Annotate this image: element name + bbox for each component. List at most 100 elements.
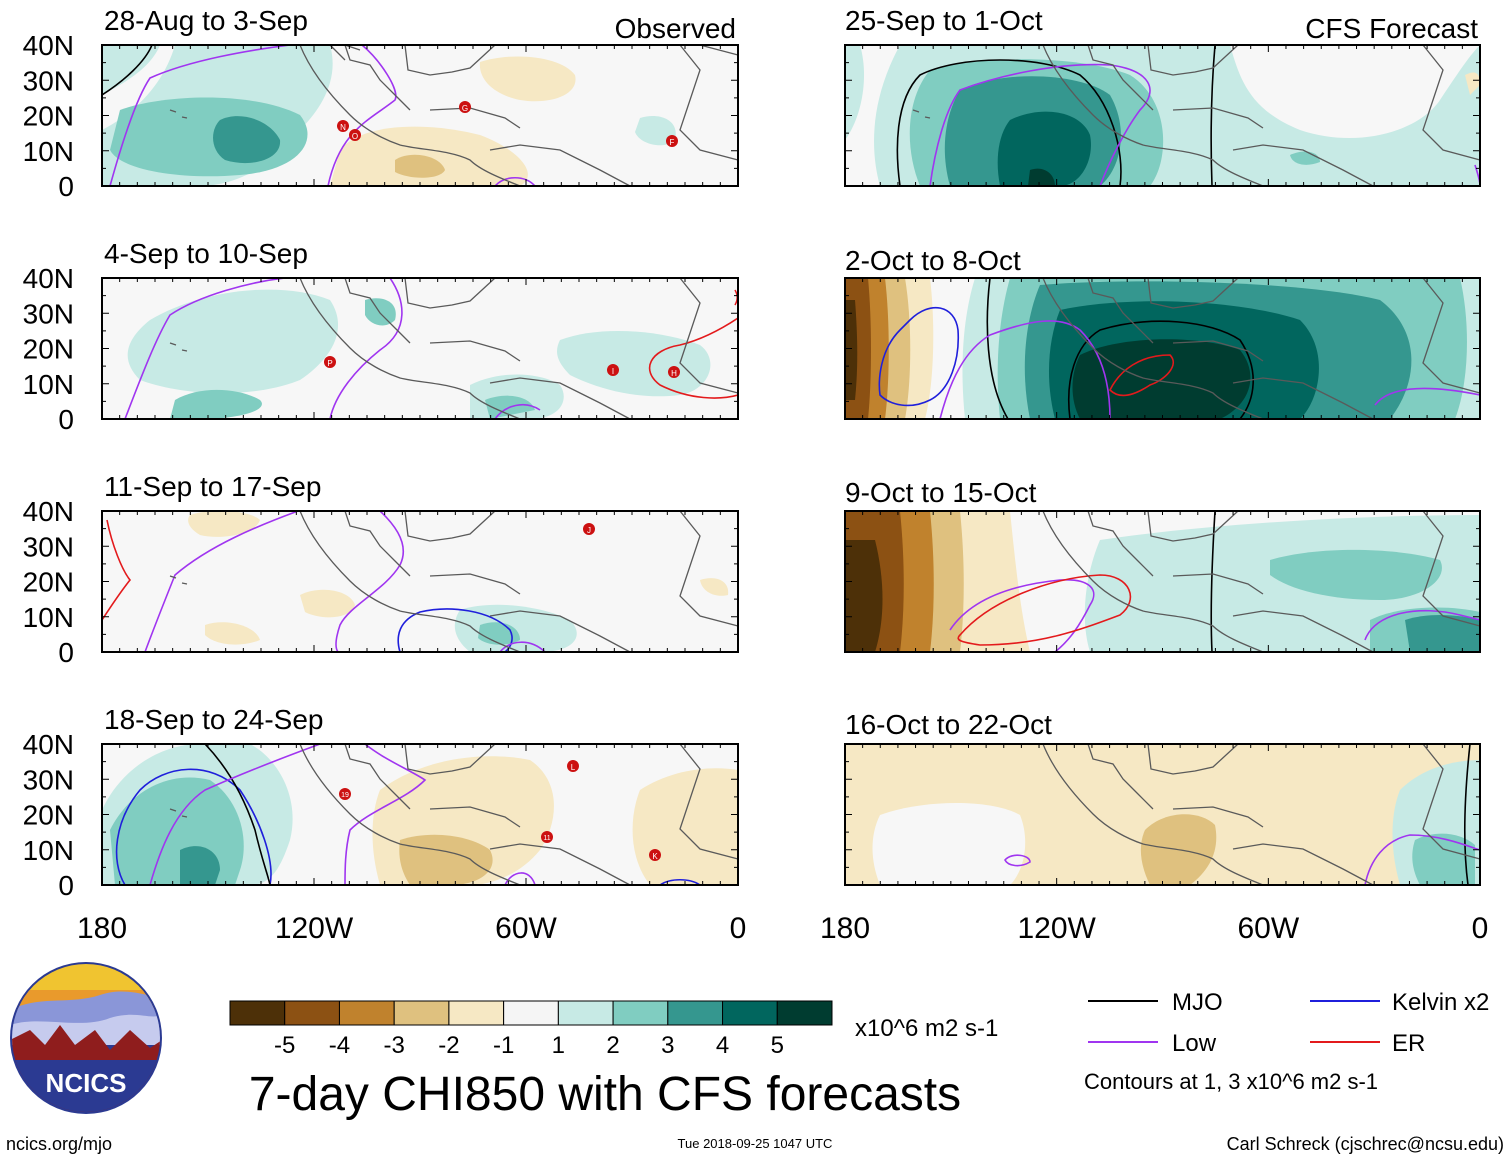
colorbar-label: -3 xyxy=(384,1032,405,1059)
legend-label-mjo: MJO xyxy=(1172,989,1223,1016)
lon-tick-label: 0 xyxy=(730,912,747,945)
tc-label: N xyxy=(340,123,346,132)
panel-observed-2: P I H xyxy=(101,277,739,420)
contours-forecast-4 xyxy=(1004,744,1480,885)
lat-tick-label: 20N xyxy=(23,567,74,598)
map-outline-observed-2 xyxy=(169,277,739,420)
contours-observed-3 xyxy=(102,511,546,652)
shading-forecast-4 xyxy=(872,744,1480,885)
contours-forecast-3 xyxy=(949,511,1480,652)
colorbar-swatch xyxy=(776,1000,833,1026)
colorbar-label: 4 xyxy=(716,1032,729,1059)
colorbar-swatch xyxy=(393,1000,450,1026)
lon-tick-label: 120W xyxy=(275,912,354,945)
colorbar-swatch xyxy=(284,1000,340,1026)
colorbar-label: 1 xyxy=(552,1032,565,1059)
footer-timestamp: Tue 2018-09-25 1047 UTC xyxy=(678,1136,833,1151)
map-outline-observed-4 xyxy=(169,743,739,886)
tc-label: I xyxy=(612,367,614,376)
colorbar-label: -2 xyxy=(438,1032,459,1059)
lat-tick-label: 30N xyxy=(23,298,74,329)
lat-tick-label: 0 xyxy=(58,637,74,668)
map-outline-forecast-1 xyxy=(912,44,1481,187)
lat-tick-label: 0 xyxy=(58,870,74,901)
colorbar-units: x10^6 m2 s-1 xyxy=(855,1015,998,1042)
colorbar-label: -1 xyxy=(493,1032,514,1059)
contours-observed-4 xyxy=(115,744,701,885)
lat-tick-label: 20N xyxy=(23,800,74,831)
tc-label: H xyxy=(671,369,677,378)
ncics-logo: NCICS xyxy=(10,962,162,1114)
legend-note: Contours at 1, 3 x10^6 m2 s-1 xyxy=(1084,1069,1378,1094)
shading-forecast-1 xyxy=(845,45,1480,186)
colorbar-label: 5 xyxy=(771,1032,784,1059)
colorbar-label: -5 xyxy=(274,1032,295,1059)
panel-observed-1: N O G F xyxy=(101,44,739,187)
lat-tick-label: 0 xyxy=(58,171,74,202)
contours-forecast-2 xyxy=(878,278,1480,419)
tc-label: J xyxy=(587,526,591,535)
tc-markers-observed-3: J xyxy=(583,523,595,535)
panel-title-observed-3: 11-Sep to 17-Sep xyxy=(104,471,321,502)
map-outline-forecast-4 xyxy=(1042,743,1481,886)
panel-title-observed-4: 18-Sep to 24-Sep xyxy=(104,704,324,735)
colorbar-label: -4 xyxy=(329,1032,350,1059)
lat-tick-label: 30N xyxy=(23,65,74,96)
legend-label-low: Low xyxy=(1172,1030,1217,1057)
lat-tick-label: 30N xyxy=(23,531,74,562)
lat-tick-label: 0 xyxy=(58,404,74,435)
main-title: 7-day CHI850 with CFS forecasts xyxy=(249,1068,961,1121)
contour-legend: MJO Kelvin x2 Low ER Contours at 1, 3 x1… xyxy=(1084,989,1489,1094)
panel-title-observed-1: 28-Aug to 3-Sep xyxy=(104,5,308,36)
contours-forecast-1 xyxy=(896,45,1480,186)
colorbar-swatch xyxy=(612,1000,669,1026)
tc-label: F xyxy=(670,138,675,147)
footer-credit: Carl Schreck (cjschrec@ncsu.edu) xyxy=(1227,1134,1504,1154)
map-outline-observed-1 xyxy=(169,44,739,187)
colorbar-swatch xyxy=(722,1000,778,1026)
lon-tick-label: 0 xyxy=(1472,912,1489,945)
panel-forecast-1 xyxy=(844,44,1481,187)
tc-label: P xyxy=(327,359,332,368)
lon-tick-label: 60W xyxy=(1237,912,1299,945)
panel-observed-4: 19 L 11 K xyxy=(101,743,739,886)
lat-tick-label: 10N xyxy=(23,136,74,167)
panel-title-forecast-2: 2-Oct to 8-Oct xyxy=(845,245,1021,276)
panel-title-forecast-1: 25-Sep to 1-Oct xyxy=(845,5,1043,36)
tc-label: L xyxy=(571,763,576,772)
map-outline-forecast-3 xyxy=(1042,510,1481,653)
panel-title-observed-2: 4-Sep to 10-Sep xyxy=(104,238,308,269)
tc-label: 19 xyxy=(341,792,349,799)
lat-tick-label: 20N xyxy=(23,101,74,132)
lat-tick-label: 10N xyxy=(23,602,74,633)
lat-tick-label: 10N xyxy=(23,369,74,400)
panel-title-forecast-4: 16-Oct to 22-Oct xyxy=(845,709,1052,740)
tc-label: K xyxy=(652,852,658,861)
lat-tick-label: 30N xyxy=(23,764,74,795)
contours-observed-1 xyxy=(102,45,536,186)
lon-tick-label: 180 xyxy=(820,912,870,945)
forecast-label: CFS Forecast xyxy=(1305,13,1478,44)
shading-observed-3 xyxy=(188,511,729,652)
colorbar-swatch xyxy=(503,1000,559,1026)
tc-markers-observed-2: P I H xyxy=(324,356,680,378)
contours-observed-2 xyxy=(124,278,738,419)
shading-forecast-3 xyxy=(845,511,1480,652)
shading-observed-1 xyxy=(102,45,676,186)
lat-tick-label: 40N xyxy=(23,30,74,61)
logo-text: NCICS xyxy=(46,1068,127,1098)
tc-markers-observed-4: 19 L 11 K xyxy=(339,760,661,861)
tc-label: 11 xyxy=(543,835,550,842)
colorbar-label: 3 xyxy=(661,1032,674,1059)
lon-tick-label: 120W xyxy=(1017,912,1096,945)
lat-tick-label: 10N xyxy=(23,835,74,866)
lat-tick-label: 40N xyxy=(23,729,74,760)
colorbar-label: 2 xyxy=(606,1032,619,1059)
panel-observed-3: J xyxy=(101,510,739,653)
colorbar-swatch xyxy=(667,1000,724,1026)
axes: 40N 30N 20N 10N 0 40N 30N 20N 10N 0 40N 30N 20N 10N 0 4… xyxy=(23,30,1489,945)
panel-title-forecast-3: 9-Oct to 15-Oct xyxy=(845,477,1037,508)
map-outline-observed-3 xyxy=(169,510,739,653)
lon-tick-label: 60W xyxy=(495,912,557,945)
